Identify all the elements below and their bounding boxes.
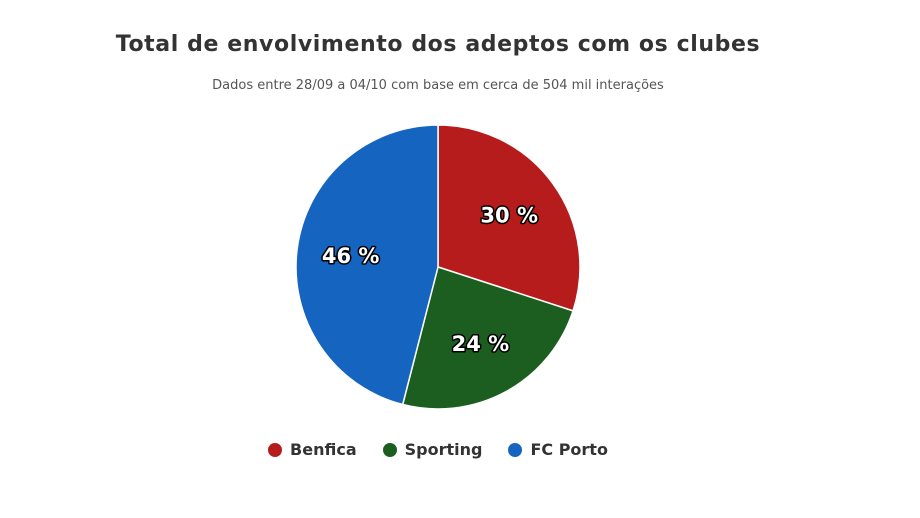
legend-marker-fc-porto bbox=[508, 442, 523, 457]
legend-item-benfica[interactable]: Benfica bbox=[268, 440, 357, 459]
chart-legend: Benfica Sporting FC Porto bbox=[0, 440, 876, 459]
legend-item-fc-porto[interactable]: FC Porto bbox=[508, 440, 608, 459]
chart-title: Total de envolvimento dos adeptos com os… bbox=[115, 32, 761, 57]
legend-marker-sporting bbox=[382, 442, 397, 457]
chart-subtitle: Dados entre 28/09 a 04/10 com base em ce… bbox=[212, 78, 664, 93]
legend-marker-benfica bbox=[268, 442, 283, 457]
legend-label-sporting: Sporting bbox=[404, 440, 483, 459]
data-label-sporting: 24 % bbox=[452, 332, 510, 356]
data-label-fc-porto: 46 % bbox=[322, 244, 380, 268]
pie-slice-benfica[interactable] bbox=[437, 124, 581, 312]
legend-label-benfica: Benfica bbox=[290, 440, 357, 459]
data-label-benfica: 30 % bbox=[480, 203, 538, 227]
legend-label-fc-porto: FC Porto bbox=[530, 440, 608, 459]
pie-slice-fc-porto[interactable] bbox=[295, 124, 439, 406]
legend-item-sporting[interactable]: Sporting bbox=[382, 440, 483, 459]
pie-slice-sporting[interactable] bbox=[401, 266, 574, 410]
